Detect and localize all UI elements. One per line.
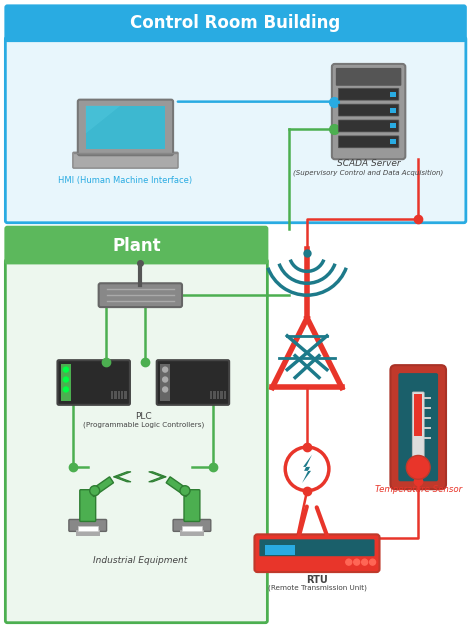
- FancyBboxPatch shape: [5, 259, 267, 623]
- FancyBboxPatch shape: [4, 225, 268, 264]
- Text: (Programmable Logic Controllers): (Programmable Logic Controllers): [82, 421, 204, 427]
- FancyBboxPatch shape: [255, 534, 380, 572]
- Bar: [121, 392, 123, 399]
- Polygon shape: [86, 106, 120, 133]
- Text: RTU: RTU: [306, 575, 328, 585]
- FancyBboxPatch shape: [259, 540, 374, 556]
- Circle shape: [163, 387, 168, 392]
- Bar: [114, 392, 117, 399]
- Bar: [160, 364, 170, 401]
- Bar: [391, 108, 396, 113]
- Text: HMI (Human Machine Interface): HMI (Human Machine Interface): [58, 176, 192, 185]
- Bar: [213, 392, 216, 399]
- FancyBboxPatch shape: [78, 99, 173, 155]
- FancyBboxPatch shape: [398, 373, 438, 482]
- FancyBboxPatch shape: [338, 136, 399, 148]
- FancyBboxPatch shape: [391, 365, 446, 489]
- Polygon shape: [149, 472, 166, 477]
- Bar: [424, 417, 431, 419]
- Circle shape: [64, 387, 68, 392]
- Bar: [220, 392, 223, 399]
- Text: Temperature Sensor: Temperature Sensor: [374, 485, 462, 494]
- Bar: [391, 124, 396, 129]
- Bar: [391, 92, 396, 97]
- Bar: [86, 106, 165, 149]
- Bar: [61, 364, 71, 401]
- Polygon shape: [302, 455, 312, 483]
- Bar: [224, 392, 226, 399]
- Bar: [424, 397, 431, 399]
- FancyBboxPatch shape: [338, 104, 399, 116]
- FancyBboxPatch shape: [57, 360, 130, 405]
- FancyBboxPatch shape: [99, 283, 182, 307]
- Text: (Remote Transmission Unit): (Remote Transmission Unit): [267, 585, 366, 592]
- Bar: [118, 392, 120, 399]
- Circle shape: [163, 367, 168, 372]
- FancyBboxPatch shape: [4, 4, 467, 42]
- Bar: [76, 531, 100, 536]
- Circle shape: [362, 559, 368, 565]
- Circle shape: [180, 486, 190, 496]
- FancyBboxPatch shape: [332, 64, 405, 159]
- FancyBboxPatch shape: [338, 89, 399, 100]
- Bar: [424, 427, 431, 429]
- FancyBboxPatch shape: [157, 360, 229, 405]
- Circle shape: [406, 455, 430, 479]
- Circle shape: [163, 377, 168, 382]
- Bar: [125, 392, 127, 399]
- Text: PLC: PLC: [135, 412, 152, 421]
- Circle shape: [370, 559, 375, 565]
- Bar: [210, 392, 212, 399]
- Circle shape: [64, 377, 68, 382]
- Bar: [182, 526, 202, 531]
- Bar: [78, 526, 98, 531]
- Bar: [110, 392, 113, 399]
- Polygon shape: [149, 477, 166, 482]
- Circle shape: [285, 447, 329, 490]
- FancyBboxPatch shape: [69, 519, 107, 531]
- FancyBboxPatch shape: [173, 519, 211, 531]
- Polygon shape: [166, 477, 190, 497]
- Circle shape: [90, 486, 100, 496]
- Circle shape: [346, 559, 352, 565]
- Bar: [265, 545, 295, 555]
- FancyBboxPatch shape: [336, 68, 401, 86]
- FancyBboxPatch shape: [412, 392, 424, 463]
- Polygon shape: [90, 477, 114, 497]
- Polygon shape: [114, 477, 131, 482]
- Bar: [217, 392, 219, 399]
- Text: Industrial Equipment: Industrial Equipment: [93, 556, 187, 565]
- FancyBboxPatch shape: [184, 490, 200, 522]
- Polygon shape: [114, 472, 131, 477]
- FancyBboxPatch shape: [80, 490, 96, 522]
- Bar: [424, 407, 431, 409]
- Circle shape: [64, 367, 68, 372]
- Text: Plant: Plant: [112, 236, 161, 255]
- Text: Control Room Building: Control Room Building: [130, 14, 341, 32]
- FancyBboxPatch shape: [5, 37, 466, 223]
- Bar: [414, 394, 422, 436]
- FancyBboxPatch shape: [338, 120, 399, 132]
- Text: (Supervisory Control and Data Acquisition): (Supervisory Control and Data Acquisitio…: [293, 169, 444, 176]
- Bar: [391, 140, 396, 145]
- Bar: [424, 436, 431, 439]
- Text: SCADA Server: SCADA Server: [337, 159, 401, 168]
- Circle shape: [354, 559, 360, 565]
- Bar: [180, 531, 204, 536]
- FancyBboxPatch shape: [73, 152, 178, 168]
